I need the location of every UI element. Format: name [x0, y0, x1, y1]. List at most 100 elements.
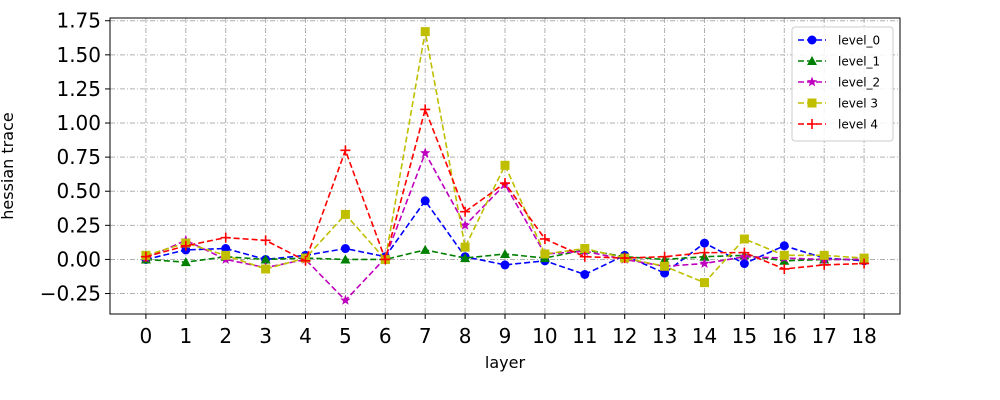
data-point	[340, 294, 351, 305]
x-axis-label: layer	[485, 353, 526, 372]
legend-item: level_2	[798, 76, 880, 90]
data-point	[460, 253, 471, 263]
data-point	[500, 260, 510, 270]
data-point	[580, 244, 590, 254]
data-point	[420, 27, 430, 37]
series-group	[140, 27, 870, 305]
data-point	[500, 178, 510, 189]
x-tick-label: 12	[612, 324, 637, 348]
x-tick-label: 8	[459, 324, 472, 348]
data-point	[580, 269, 590, 279]
data-point	[859, 253, 869, 263]
legend-marker	[807, 56, 817, 65]
x-tick-label: 1	[179, 324, 192, 348]
x-tick-label: 6	[379, 324, 392, 348]
x-tick-label: 15	[732, 324, 757, 348]
data-point	[340, 254, 351, 264]
x-tick-label: 3	[259, 324, 272, 348]
y-axis-label: hessian trace	[0, 112, 17, 219]
data-point	[619, 253, 630, 264]
data-point	[261, 264, 271, 274]
x-tick-label: 7	[419, 324, 432, 348]
data-point	[460, 206, 471, 217]
x-tick-label: 0	[140, 324, 153, 348]
data-point	[539, 233, 550, 244]
data-point	[659, 251, 670, 262]
data-point	[540, 249, 550, 259]
legend-item: level_1	[798, 55, 880, 69]
x-tick-label: 13	[652, 324, 677, 348]
series-level-4	[140, 104, 870, 274]
legend-label: level 3	[838, 97, 878, 111]
y-tick-label: 1.25	[56, 77, 101, 101]
data-point	[221, 244, 231, 254]
data-point	[699, 258, 710, 268]
legend-marker	[807, 98, 817, 108]
data-point	[140, 251, 151, 262]
data-point	[660, 268, 670, 278]
legend-item: level 3	[798, 97, 878, 111]
legend-box	[791, 26, 894, 142]
data-point	[819, 259, 830, 270]
data-point	[221, 250, 231, 260]
data-point	[500, 248, 510, 258]
x-tick-label: 5	[339, 324, 352, 348]
data-point	[220, 232, 231, 243]
data-point	[739, 234, 749, 244]
data-point	[699, 278, 709, 288]
data-point	[779, 250, 789, 260]
y-tick-label: 1.75	[56, 9, 101, 33]
x-tick-label: 16	[772, 324, 797, 348]
axis-ticks: 0 1 2 3 4 5 6 7 8 9 10 11 12 13 14 15 16 17 18−0.250.000.2…	[40, 9, 877, 348]
legend-marker	[807, 119, 817, 129]
data-point	[459, 219, 471, 230]
legend-label: level_1	[838, 55, 880, 69]
x-tick-label: 10	[532, 324, 557, 348]
data-point	[180, 257, 191, 267]
y-tick-label: 0.50	[56, 179, 101, 203]
legend-item: level_0	[798, 34, 880, 48]
data-point	[260, 235, 271, 246]
data-point	[699, 238, 709, 248]
data-point	[340, 209, 350, 219]
legend-marker	[806, 76, 818, 87]
legend-marker	[807, 35, 817, 45]
x-tick-label: 11	[572, 324, 597, 348]
x-tick-label: 9	[499, 324, 512, 348]
data-point	[739, 247, 750, 258]
data-point	[419, 147, 431, 158]
y-tick-label: −0.25	[40, 282, 101, 306]
legend-label: level_0	[838, 34, 880, 48]
data-point	[340, 244, 350, 254]
data-point	[300, 255, 311, 266]
x-tick-label: 14	[692, 324, 717, 348]
data-point	[420, 196, 430, 206]
data-point	[380, 254, 391, 265]
x-tick-label: 18	[851, 324, 876, 348]
data-point	[180, 240, 191, 251]
data-point	[660, 261, 670, 271]
data-point	[779, 241, 789, 251]
y-tick-label: 0.00	[56, 247, 101, 271]
data-point	[260, 254, 271, 264]
data-point	[739, 259, 749, 269]
data-point	[340, 145, 351, 156]
y-tick-label: 1.50	[56, 43, 101, 67]
x-tick-label: 2	[219, 324, 232, 348]
data-point	[819, 250, 829, 260]
x-tick-label: 4	[299, 324, 312, 348]
data-point	[500, 160, 510, 170]
data-point	[779, 263, 790, 274]
legend-item: level 4	[798, 118, 878, 132]
y-tick-label: 0.25	[56, 213, 101, 237]
legend-label: level 4	[838, 118, 878, 132]
data-point	[699, 247, 710, 258]
legend-label: level_2	[838, 76, 880, 90]
data-point	[420, 104, 431, 115]
data-point	[579, 251, 590, 262]
data-point	[420, 244, 431, 254]
data-point	[859, 258, 870, 269]
grid	[110, 18, 900, 314]
